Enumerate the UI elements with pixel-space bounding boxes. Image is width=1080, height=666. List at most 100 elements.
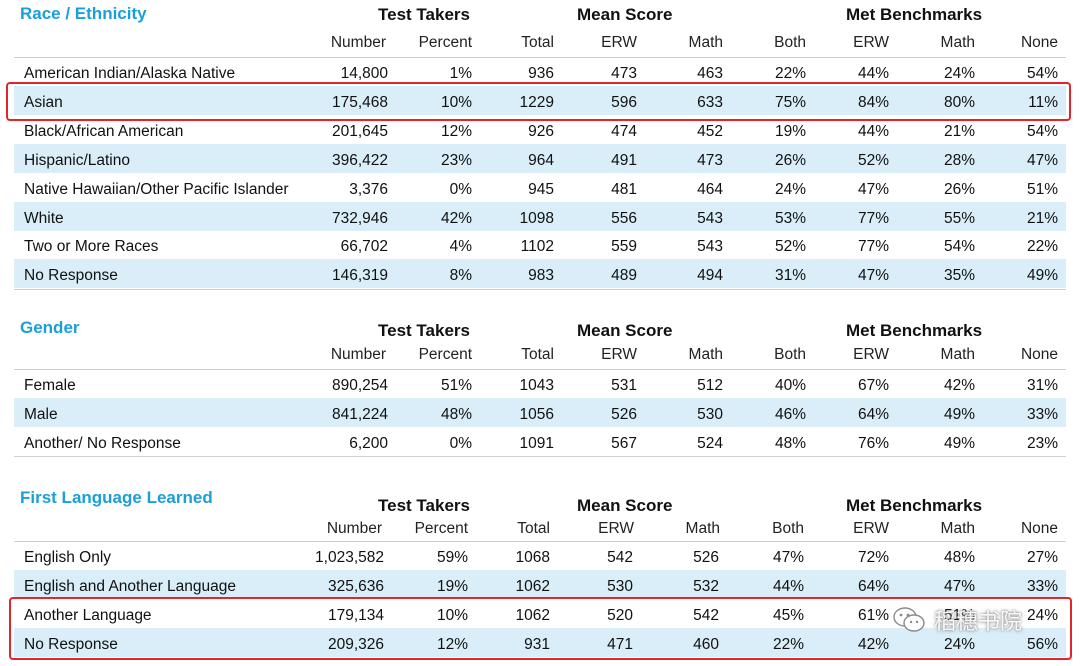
cell-number: 175,468 xyxy=(331,93,388,111)
cell-met-erw: 77% xyxy=(857,238,889,256)
cell-both: 22% xyxy=(772,635,804,653)
cell-math: 463 xyxy=(697,65,723,82)
cell-total: 983 xyxy=(528,267,554,285)
section-title: Race / Ethnicity xyxy=(20,4,147,23)
table-end-rule xyxy=(14,289,1066,290)
cell-met-none: 24% xyxy=(1026,606,1058,624)
col-math-bench: Math xyxy=(940,346,975,363)
col-total: Total xyxy=(521,34,554,51)
cell-met-none: 54% xyxy=(1026,122,1058,140)
cell-number: 732,946 xyxy=(331,209,388,227)
cell-total: 1098 xyxy=(519,209,554,227)
cell-met-none: 56% xyxy=(1026,635,1058,653)
cell-math: 460 xyxy=(693,635,719,653)
cell-percent: 8% xyxy=(449,267,472,285)
row-label: Female xyxy=(24,377,76,394)
cell-erw: 471 xyxy=(607,635,633,653)
cell-met-erw: 72% xyxy=(857,549,889,566)
cell-met-math: 47% xyxy=(943,577,975,595)
cell-number: 6,200 xyxy=(349,434,388,452)
cell-percent: 48% xyxy=(440,405,472,423)
col-erw: ERW xyxy=(598,520,634,537)
cell-met-math: 49% xyxy=(943,434,975,452)
cell-met-none: 33% xyxy=(1026,577,1058,595)
cell-met-math: 55% xyxy=(943,209,975,227)
cell-met-math: 35% xyxy=(943,267,975,285)
col-number: Number xyxy=(330,34,386,51)
cell-math: 464 xyxy=(697,180,723,198)
cell-erw: 556 xyxy=(611,209,637,227)
row-label: No Response xyxy=(24,267,118,285)
cell-number: 201,645 xyxy=(331,122,388,140)
cell-met-none: 51% xyxy=(1026,180,1058,198)
cell-both: 47% xyxy=(772,549,804,566)
col-total: Total xyxy=(517,520,550,537)
cell-math: 494 xyxy=(697,267,723,285)
cell-math: 452 xyxy=(697,122,723,140)
cell-both: 22% xyxy=(774,65,806,82)
cell-erw: 596 xyxy=(611,93,637,111)
cell-erw: 567 xyxy=(611,434,637,452)
row-label: Black/African American xyxy=(24,122,184,140)
group-met-benchmarks: Met Benchmarks xyxy=(846,496,983,515)
cell-erw: 481 xyxy=(611,180,637,198)
cell-erw: 531 xyxy=(611,377,637,394)
cell-percent: 23% xyxy=(440,151,472,169)
cell-met-math: 51% xyxy=(943,606,975,624)
group-test-takers: Test Takers xyxy=(378,496,470,515)
cell-met-erw: 84% xyxy=(857,93,889,111)
cell-met-math: 28% xyxy=(943,151,975,169)
cell-met-erw: 47% xyxy=(857,180,889,198)
col-math: Math xyxy=(688,34,723,51)
col-erw-bench: ERW xyxy=(853,346,889,363)
cell-erw: 526 xyxy=(611,405,637,423)
cell-met-none: 31% xyxy=(1026,377,1058,394)
cell-total: 1229 xyxy=(519,93,554,111)
cell-total: 1102 xyxy=(520,238,554,256)
cell-erw: 520 xyxy=(607,606,633,624)
table-row: Female 890,254 51% 1043 531 512 40% 67% 42% 31% xyxy=(14,369,1066,398)
cell-met-math: 42% xyxy=(943,377,975,394)
row-label: Another/ No Response xyxy=(24,434,181,452)
cell-both: 75% xyxy=(774,93,806,111)
cell-met-erw: 52% xyxy=(857,151,889,169)
cell-percent: 4% xyxy=(449,238,472,256)
cell-percent: 10% xyxy=(440,93,472,111)
cell-both: 46% xyxy=(774,405,806,423)
cell-percent: 10% xyxy=(436,606,468,624)
cell-met-math: 48% xyxy=(943,549,975,566)
table-row: Another/ No Response 6,200 0% 1091 567 524 48%… xyxy=(14,427,1066,456)
col-none: None xyxy=(1020,34,1058,51)
section-title: First Language Learned xyxy=(20,488,213,507)
row-label: Another Language xyxy=(24,606,152,624)
cell-met-math: 24% xyxy=(943,635,975,653)
cell-met-erw: 67% xyxy=(857,377,889,394)
header-rule xyxy=(14,541,1066,542)
col-percent: Percent xyxy=(418,34,472,51)
table-row: English and Another Language 325,636 19% 10… xyxy=(14,569,1066,599)
col-both: Both xyxy=(774,34,806,51)
cell-met-math: 21% xyxy=(943,122,975,140)
col-math: Math xyxy=(685,520,720,537)
cell-both: 19% xyxy=(774,122,806,140)
wechat-icon xyxy=(892,605,926,635)
cell-percent: 12% xyxy=(436,635,468,653)
cell-total: 964 xyxy=(528,151,554,169)
table-row: Black/African American 201,645 12% 926 474 45… xyxy=(14,115,1066,144)
cell-total: 1068 xyxy=(515,549,550,566)
cell-math: 532 xyxy=(693,577,719,595)
row-label: Hispanic/Latino xyxy=(24,151,130,169)
row-label: American Indian/Alaska Native xyxy=(24,65,236,82)
cell-number: 890,254 xyxy=(331,377,388,394)
cell-met-none: 49% xyxy=(1026,267,1058,285)
col-math-bench: Math xyxy=(940,34,975,51)
cell-number: 14,800 xyxy=(340,65,388,82)
row-label: Male xyxy=(24,405,58,423)
cell-met-erw: 42% xyxy=(857,635,889,653)
cell-met-none: 22% xyxy=(1026,238,1058,256)
cell-met-erw: 44% xyxy=(857,65,889,82)
row-label: White xyxy=(24,209,64,227)
cell-math: 542 xyxy=(693,606,719,624)
cell-both: 24% xyxy=(774,180,806,198)
cell-total: 1056 xyxy=(519,405,554,423)
